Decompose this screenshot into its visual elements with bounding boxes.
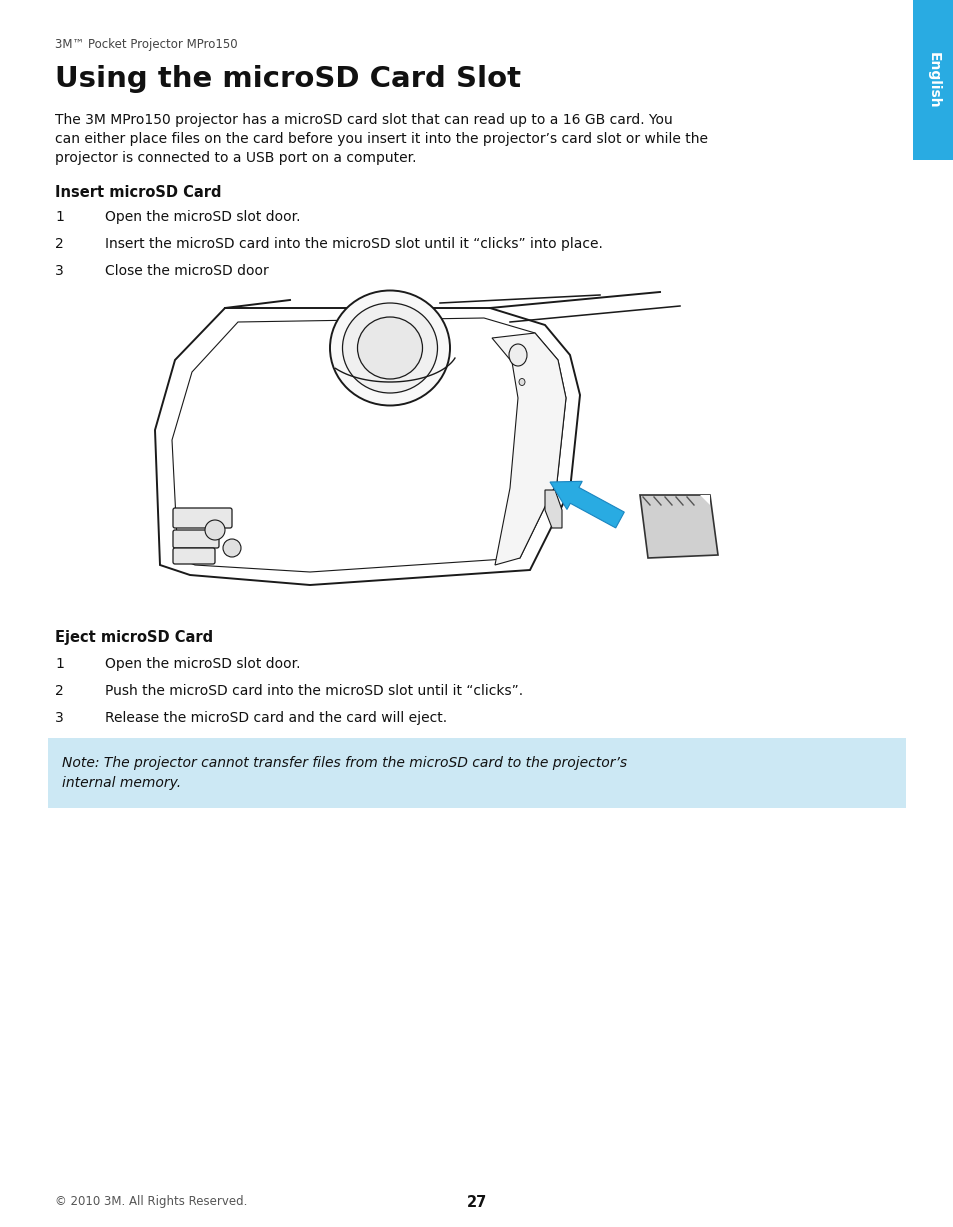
Circle shape: [205, 520, 225, 540]
Text: Open the microSD slot door.: Open the microSD slot door.: [105, 656, 300, 671]
Ellipse shape: [509, 344, 526, 366]
Text: Note: The projector cannot transfer files from the microSD card to the projector: Note: The projector cannot transfer file…: [62, 756, 626, 771]
Text: Push the microSD card into the microSD slot until it “clicks”.: Push the microSD card into the microSD s…: [105, 683, 522, 698]
FancyBboxPatch shape: [172, 508, 232, 528]
FancyBboxPatch shape: [172, 548, 214, 564]
Polygon shape: [492, 333, 565, 564]
Bar: [48, 737, 905, 809]
FancyArrow shape: [550, 481, 623, 528]
Circle shape: [223, 539, 241, 557]
Text: 2: 2: [55, 237, 64, 252]
Text: 1: 1: [55, 656, 64, 671]
Text: English: English: [925, 52, 940, 108]
Text: Eject microSD Card: Eject microSD Card: [55, 629, 213, 645]
Text: 27: 27: [466, 1195, 487, 1210]
Text: projector is connected to a USB port on a computer.: projector is connected to a USB port on …: [55, 151, 416, 164]
Polygon shape: [154, 308, 579, 585]
Polygon shape: [639, 494, 718, 558]
Text: Open the microSD slot door.: Open the microSD slot door.: [105, 210, 300, 225]
Text: Close the microSD door: Close the microSD door: [105, 264, 269, 279]
Text: The 3M MPro150 projector has a microSD card slot that can read up to a 16 GB car: The 3M MPro150 projector has a microSD c…: [55, 113, 672, 128]
Text: Release the microSD card and the card will eject.: Release the microSD card and the card wi…: [105, 710, 447, 725]
Polygon shape: [544, 490, 561, 528]
Text: 3: 3: [55, 710, 64, 725]
Text: 3: 3: [55, 264, 64, 279]
Text: © 2010 3M. All Rights Reserved.: © 2010 3M. All Rights Reserved.: [55, 1195, 247, 1209]
Polygon shape: [700, 494, 709, 506]
Text: Using the microSD Card Slot: Using the microSD Card Slot: [55, 65, 520, 93]
Text: Insert the microSD card into the microSD slot until it “clicks” into place.: Insert the microSD card into the microSD…: [105, 237, 602, 252]
Ellipse shape: [357, 317, 422, 379]
Ellipse shape: [330, 291, 450, 405]
Ellipse shape: [342, 303, 437, 393]
Text: 1: 1: [55, 210, 64, 225]
Ellipse shape: [518, 378, 524, 385]
Text: internal memory.: internal memory.: [62, 775, 181, 790]
Text: Insert microSD Card: Insert microSD Card: [55, 185, 221, 200]
Text: 3M™ Pocket Projector MPro150: 3M™ Pocket Projector MPro150: [55, 38, 237, 52]
Text: can either place files on the card before you insert it into the projector’s car: can either place files on the card befor…: [55, 133, 707, 146]
Text: 2: 2: [55, 683, 64, 698]
FancyBboxPatch shape: [172, 530, 219, 548]
Bar: [912, 0, 953, 160]
